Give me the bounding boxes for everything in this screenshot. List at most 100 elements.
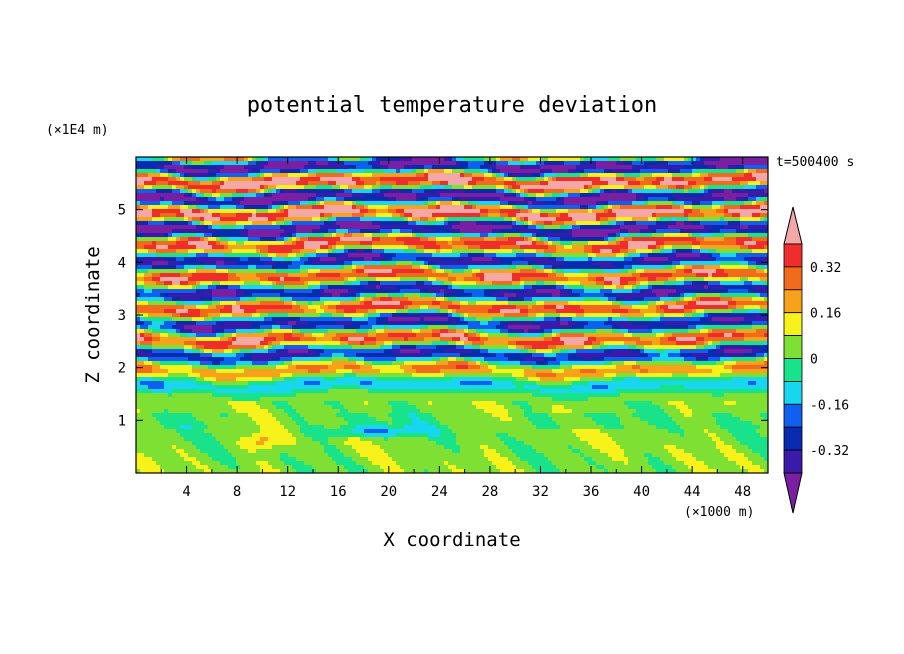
contour-cell [344, 189, 353, 194]
contour-cell [688, 189, 701, 194]
contour-cell [692, 245, 701, 250]
contour-cell [648, 277, 657, 282]
contour-cell [708, 317, 713, 322]
contour-cell [320, 281, 345, 286]
contour-cell [576, 321, 589, 326]
contour-cell [372, 237, 381, 242]
contour-cell [244, 165, 265, 170]
contour-cell [600, 341, 605, 346]
contour-cell [176, 429, 205, 434]
contour-cell [320, 245, 329, 250]
contour-cell [216, 269, 229, 274]
contour-cell [368, 321, 377, 326]
contour-cell [212, 353, 237, 358]
contour-cell [292, 221, 325, 226]
contour-cell [168, 245, 197, 250]
contour-cell [436, 297, 445, 302]
contour-cell [704, 325, 753, 330]
contour-cell [152, 413, 193, 418]
contour-cell [404, 249, 417, 254]
contour-cell [428, 437, 457, 442]
contour-cell [408, 217, 413, 222]
contour-cell [744, 317, 768, 322]
contour-cell [236, 337, 265, 342]
contour-cell [300, 257, 309, 262]
contour-cell [296, 229, 313, 234]
contour-cell [644, 177, 657, 182]
contour-cell [764, 201, 768, 206]
contour-cell [596, 277, 605, 282]
contour-cell [172, 169, 177, 174]
contour-cell [620, 157, 637, 162]
contour-cell [620, 237, 625, 242]
contour-cell [296, 441, 321, 446]
contour-cell [260, 169, 281, 174]
contour-cell [304, 461, 337, 466]
contour-cell [360, 385, 517, 390]
contour-cell [428, 469, 453, 473]
contour-cell [548, 241, 553, 246]
contour-cell [624, 453, 645, 458]
contour-cell [388, 401, 409, 406]
contour-cell [380, 225, 425, 230]
contour-cell [748, 277, 761, 282]
contour-cell [448, 361, 469, 366]
contour-cell [312, 229, 321, 234]
contour-cell [528, 193, 537, 198]
contour-cell [604, 189, 613, 194]
contour-cell [684, 429, 705, 434]
contour-cell [224, 333, 233, 338]
contour-cell [644, 185, 657, 190]
contour-cell [244, 197, 309, 202]
contour-cell [440, 265, 469, 270]
contour-cell [328, 245, 333, 250]
contour-cell [652, 465, 673, 470]
contour-cell [164, 157, 169, 162]
contour-cell [668, 225, 705, 230]
contour-cell [136, 329, 145, 334]
contour-cell [472, 177, 485, 182]
contour-cell [452, 225, 513, 230]
contour-cell [376, 417, 393, 422]
contour-cell [152, 345, 185, 350]
contour-cell [280, 457, 297, 462]
contour-cell [236, 353, 245, 358]
colorbar-segment [783, 403, 803, 428]
contour-cell [276, 205, 281, 210]
contour-cell [512, 381, 537, 386]
contour-cell [724, 217, 741, 222]
contour-cell [544, 161, 565, 166]
contour-cell [272, 445, 325, 450]
contour-cell [672, 261, 681, 266]
contour-cell [256, 461, 269, 466]
contour-cell [664, 309, 685, 314]
contour-cell [432, 329, 441, 334]
contour-cell [668, 169, 681, 174]
contour-cell [684, 357, 697, 362]
contour-cell [424, 225, 445, 230]
contour-cell [548, 237, 561, 242]
contour-cell [708, 185, 745, 190]
contour-cell [276, 269, 301, 274]
contour-cell [148, 313, 173, 318]
contour-cell [268, 345, 273, 350]
contour-cell [136, 377, 141, 382]
contour-cell [348, 165, 357, 170]
contour-cell [168, 293, 213, 298]
contour-cell [452, 429, 573, 434]
contour-cell [416, 405, 477, 410]
contour-cell [136, 253, 157, 258]
contour-cell [500, 157, 513, 162]
contour-cell [528, 197, 537, 202]
contour-cell [524, 329, 529, 334]
contour-cell [380, 445, 445, 450]
contour-cell [704, 189, 709, 194]
contour-cell [620, 281, 629, 286]
contour-cell [692, 249, 701, 254]
contour-cell [352, 297, 357, 302]
contour-cell [304, 261, 313, 266]
contour-cell [284, 289, 313, 294]
contour-cell [376, 181, 381, 186]
contour-cell [744, 345, 768, 350]
contour-cell [616, 285, 625, 290]
